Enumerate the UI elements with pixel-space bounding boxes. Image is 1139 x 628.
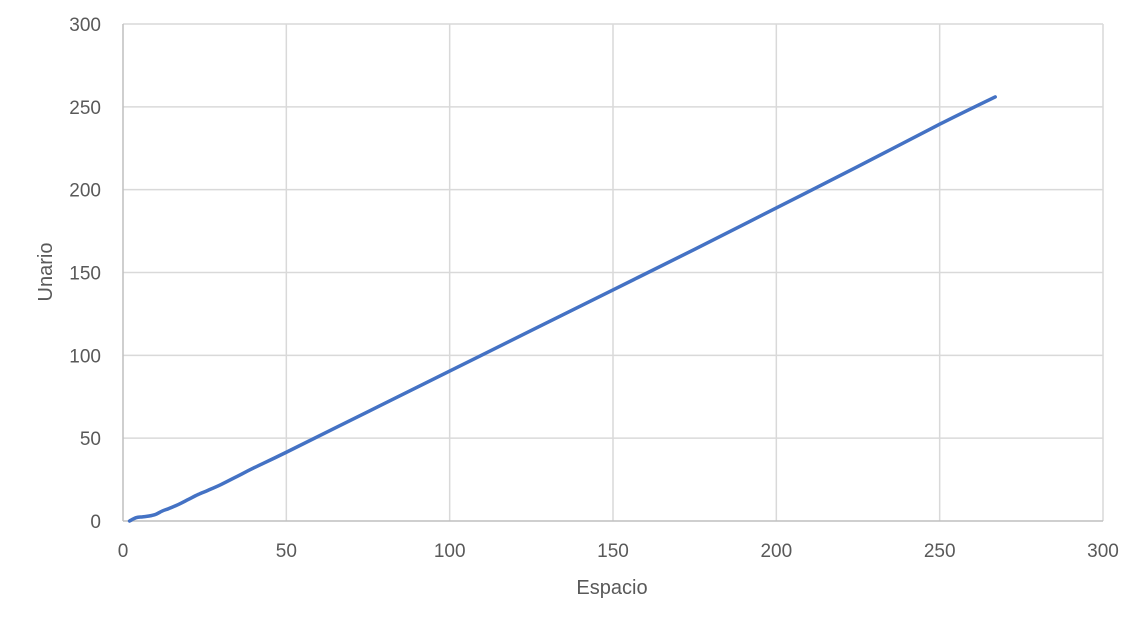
x-tick-label: 0 [118,541,129,562]
x-tick-label: 50 [276,541,297,562]
grid [123,23,1104,521]
y-tick-label: 250 [69,98,101,119]
axes [122,24,1103,522]
x-tick-label: 150 [597,541,629,562]
y-tick-label: 50 [80,429,101,450]
x-axis-title: Espacio [576,577,647,599]
x-tick-label: 100 [434,541,466,562]
y-tick-label: 200 [69,181,101,202]
y-tick-label: 0 [90,512,101,533]
y-tick-label: 150 [69,264,101,285]
y-tick-label: 100 [69,346,101,367]
x-tick-label: 200 [760,541,792,562]
y-axis-title: Unario [35,243,57,302]
x-tick-labels: 0 50 100 150 200 250 300 [118,541,1119,562]
y-tick-label: 300 [69,15,101,36]
x-tick-label: 250 [924,541,956,562]
x-tick-label: 300 [1087,541,1119,562]
series-line [127,95,997,523]
y-tick-labels: 0 50 100 150 200 250 300 [69,15,101,533]
series-layer [127,95,997,523]
